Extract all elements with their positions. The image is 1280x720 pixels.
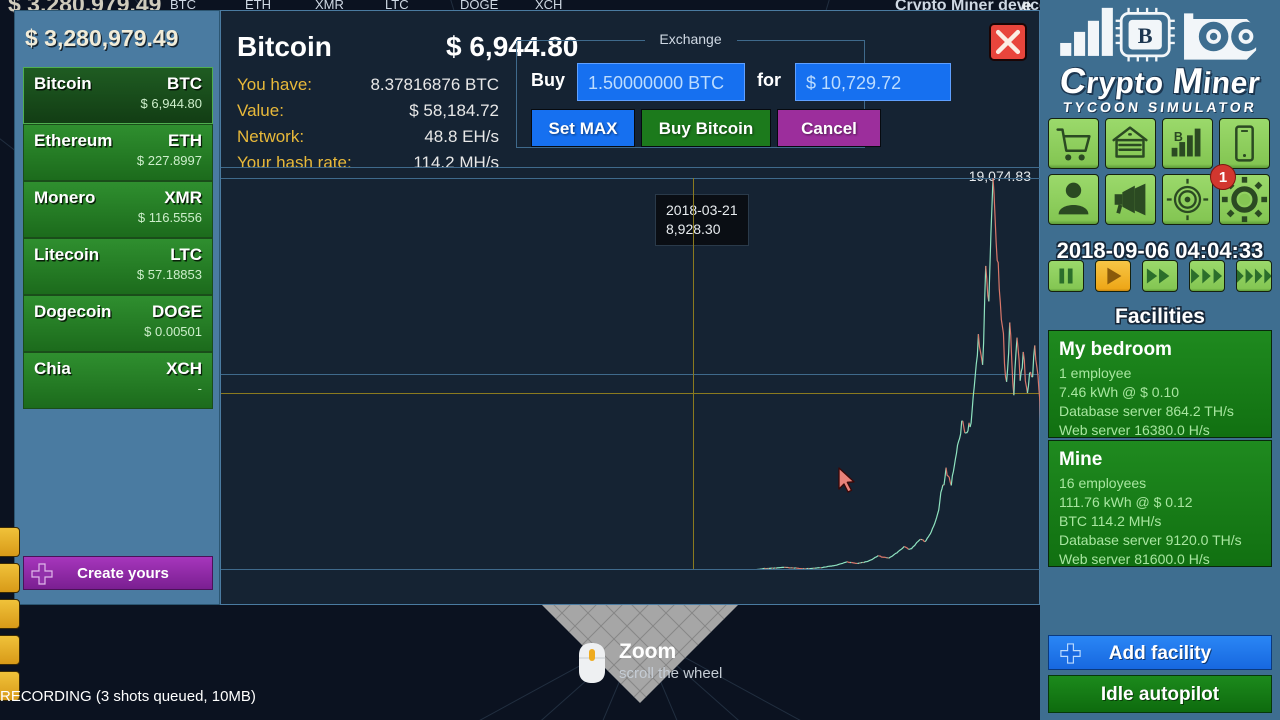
svg-text:B: B <box>1174 130 1183 144</box>
svg-text:B: B <box>1138 23 1153 48</box>
